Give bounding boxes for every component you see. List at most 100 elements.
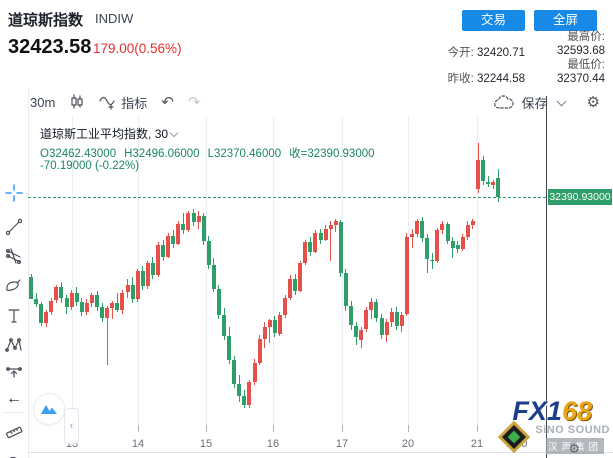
vertical-gridline	[342, 116, 343, 432]
candle-body	[399, 315, 404, 326]
measure-ruler-icon[interactable]	[4, 420, 24, 440]
candle-body	[277, 315, 282, 334]
candle-body	[79, 301, 84, 313]
settings-gear-icon[interactable]: ⚙	[586, 94, 600, 111]
candle-body	[288, 279, 293, 298]
candle-body	[267, 320, 272, 327]
candle-body	[115, 303, 120, 310]
candle-body	[232, 359, 237, 384]
candle-body	[343, 272, 348, 306]
legend-ohlc: O32462.43000 H32496.06000 L32370.46000 收=32…	[40, 145, 383, 161]
candle-body	[206, 241, 211, 265]
stats-right: 最高价: 32593.68 最低价: 32370.44	[557, 30, 605, 86]
last-price-line	[28, 197, 546, 199]
candle-wick	[111, 300, 113, 319]
trade-button[interactable]: 交易	[462, 10, 525, 31]
toolbar-divider	[4, 412, 24, 413]
candle-body	[440, 223, 445, 231]
time-tick-mark	[138, 425, 139, 432]
candle-body	[49, 300, 54, 313]
vertical-gridline	[273, 116, 274, 432]
legend-interval: 30	[154, 127, 169, 141]
candle-body	[140, 271, 145, 286]
time-tick-mark	[408, 425, 409, 432]
candle-body	[247, 382, 252, 405]
indicator-button[interactable]: 指标	[99, 93, 147, 112]
time-axis-label[interactable]: 20	[401, 438, 415, 450]
crosshair-tool-icon[interactable]	[4, 183, 24, 203]
vertical-gridline	[477, 116, 478, 432]
legend-chevron-icon[interactable]	[169, 128, 179, 138]
candle-body	[156, 244, 160, 276]
forecast-tool-icon[interactable]	[4, 363, 24, 383]
provider-logo-badge[interactable]	[33, 393, 65, 425]
candle-wick	[106, 305, 108, 366]
trend-line-tool-icon[interactable]	[4, 217, 24, 237]
candle-body	[283, 297, 287, 315]
low-label: 最低价:	[567, 59, 605, 71]
chart-legend-title[interactable]: 道琼斯工业平均指数, 30	[40, 125, 179, 142]
save-dropdown-chevron-icon[interactable]	[556, 96, 566, 106]
candle-body	[64, 297, 69, 308]
interval-button[interactable]: 30m	[30, 94, 56, 110]
candle-body	[196, 215, 201, 223]
candle-wick	[452, 237, 454, 259]
candle-body	[150, 263, 155, 276]
prev-close-value: 32244.58	[477, 73, 525, 85]
open-value: 32420.71	[477, 47, 525, 59]
candle-body	[460, 237, 465, 249]
xabcd-pattern-tool-icon[interactable]	[4, 335, 24, 355]
candle-body	[430, 259, 435, 261]
save-button[interactable]: 保存	[521, 95, 548, 111]
zoom-in-tool-icon[interactable]	[4, 454, 24, 458]
candle-body	[491, 182, 496, 186]
candle-wick	[335, 218, 337, 232]
time-axis-label[interactable]: 16	[266, 438, 280, 450]
candle-body	[389, 312, 394, 322]
high-label: 最高价:	[567, 31, 605, 43]
candle-body	[349, 305, 354, 326]
candle-body	[84, 303, 89, 313]
chart-toolbar: 30m 指标 ↶ ↷	[30, 90, 200, 114]
candle-body	[39, 304, 44, 323]
price-axis-line[interactable]	[546, 96, 547, 458]
instrument-title: 道琼斯指数	[8, 12, 84, 29]
redo-icon[interactable]: ↷	[187, 94, 201, 111]
fullscreen-button[interactable]: 全屏	[534, 10, 597, 31]
brush-tool-icon[interactable]	[4, 276, 24, 296]
time-axis-label[interactable]: 21	[470, 438, 484, 450]
vertical-gridline	[72, 116, 73, 432]
candle-body	[69, 292, 74, 307]
high-value: 32593.68	[557, 45, 605, 57]
candle-wick	[431, 252, 433, 269]
time-axis-label[interactable]: 15	[199, 438, 213, 450]
candle-body	[161, 244, 166, 257]
time-axis-label[interactable]: 17	[335, 438, 349, 450]
candle-body	[394, 312, 399, 326]
gann-pitchfork-tool-icon[interactable]	[4, 246, 24, 266]
candle-body	[262, 326, 267, 339]
text-tool-icon[interactable]	[4, 306, 24, 326]
candle-body	[481, 160, 486, 182]
candle-body	[171, 235, 176, 244]
candle-body	[242, 395, 247, 405]
candle-style-icon[interactable]	[69, 94, 85, 110]
candle-body	[364, 309, 369, 330]
candle-wick	[411, 229, 413, 248]
hide-panel-arrow-icon[interactable]: ←	[6, 390, 22, 407]
candle-body	[201, 215, 206, 241]
candle-body	[186, 213, 191, 231]
prev-close-label: 昨收:	[447, 73, 474, 85]
candle-body	[74, 292, 79, 302]
undo-icon[interactable]: ↶	[161, 94, 174, 111]
candle-body	[486, 181, 491, 185]
candle-body	[54, 287, 59, 301]
candle-body	[59, 287, 64, 298]
candle-body	[415, 221, 420, 235]
instrument-symbol: INDIW	[95, 11, 134, 26]
candle-body	[95, 295, 100, 308]
time-axis-label[interactable]: 14	[131, 438, 145, 450]
collapse-panel-handle[interactable]: ‹	[64, 408, 79, 444]
candle-body	[379, 317, 384, 335]
candle-wick	[487, 176, 489, 187]
